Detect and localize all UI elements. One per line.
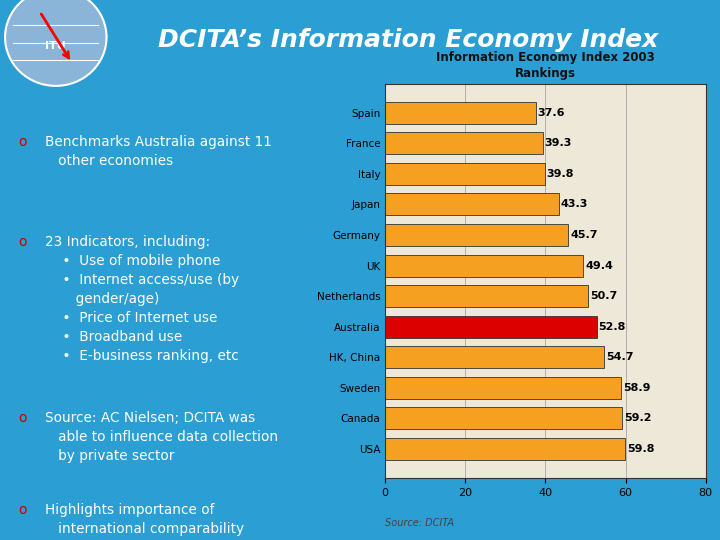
Text: 59.8: 59.8: [626, 444, 654, 454]
Text: 39.3: 39.3: [544, 138, 572, 148]
Text: 43.3: 43.3: [561, 199, 588, 210]
Text: 39.8: 39.8: [546, 169, 574, 179]
Bar: [385, 407, 622, 429]
Text: 50.7: 50.7: [590, 291, 618, 301]
Bar: [385, 438, 625, 460]
Bar: [385, 193, 559, 215]
Text: 52.8: 52.8: [598, 322, 626, 332]
Bar: [385, 163, 544, 185]
Text: 59.2: 59.2: [624, 414, 652, 423]
Text: 54.7: 54.7: [606, 352, 634, 362]
Text: Highlights importance of
   international comparability: Highlights importance of international c…: [45, 503, 244, 536]
Text: o: o: [19, 134, 27, 149]
Text: o: o: [19, 503, 27, 517]
Bar: [385, 102, 536, 124]
Bar: [385, 316, 597, 338]
Text: ITU: ITU: [45, 41, 66, 51]
Circle shape: [5, 0, 107, 86]
Text: Source: DCITA: Source: DCITA: [385, 518, 454, 529]
Title: Information Economy Index 2003
Rankings: Information Economy Index 2003 Rankings: [436, 51, 654, 80]
Text: Source: AC Nielsen; DCITA was
   able to influence data collection
   by private: Source: AC Nielsen; DCITA was able to in…: [45, 411, 278, 463]
Text: DCITA’s Information Economy Index: DCITA’s Information Economy Index: [158, 28, 659, 52]
Bar: [385, 254, 583, 276]
Bar: [385, 377, 621, 399]
Text: o: o: [19, 235, 27, 249]
Bar: [385, 132, 543, 154]
Text: Benchmarks Australia against 11
   other economies: Benchmarks Australia against 11 other ec…: [45, 134, 271, 167]
Text: 49.4: 49.4: [585, 260, 613, 271]
Text: o: o: [19, 411, 27, 425]
Text: 23 Indicators, including:
    •  Use of mobile phone
    •  Internet access/use : 23 Indicators, including: • Use of mobil…: [45, 235, 239, 363]
Bar: [385, 224, 568, 246]
Bar: [385, 346, 604, 368]
Text: 37.6: 37.6: [538, 107, 565, 118]
Text: 45.7: 45.7: [570, 230, 598, 240]
Text: 58.9: 58.9: [623, 383, 651, 393]
Bar: [385, 285, 588, 307]
